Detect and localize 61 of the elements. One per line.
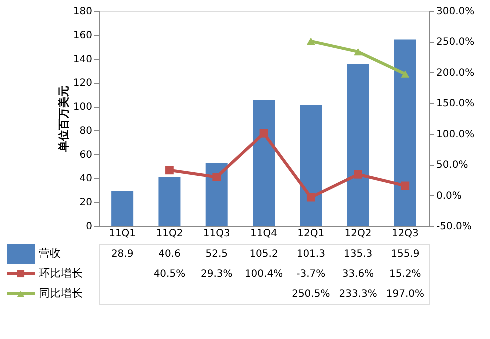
point [354,48,362,56]
bar [394,40,416,226]
x-tick-label: 12Q2 [344,228,372,240]
y-axis-title: 单位百万美元 [57,86,70,153]
data-label: 40.6 [158,249,181,260]
y2-tick-label: 300.0% [436,6,475,18]
point [306,38,316,46]
y2-tick-label: 200.0% [436,68,475,79]
x-tick-label: 12Q1 [298,228,325,240]
data-label: 233.3% [339,289,378,300]
y-tick-label: 160 [73,30,92,42]
data-label: 33.6% [342,269,374,280]
data-label: 197.0% [386,289,424,300]
y2-tick-label: 50.0% [436,160,468,172]
data-label: 28.9 [111,249,134,260]
x-tick-label: 11Q3 [203,228,230,240]
y2-tick-label: 100.0% [436,129,475,140]
data-label: 15.2% [390,269,422,280]
bar [253,100,275,226]
y-tick-label: 80 [80,126,92,137]
x-tick-label: 11Q2 [156,228,184,240]
point [212,173,222,182]
legend-label: 环比增长 [39,267,83,280]
y2-tick-label: 0.0% [436,190,462,202]
data-label: 29.3% [200,269,233,280]
data-label: 40.5% [154,269,186,280]
y-tick-label: 120 [73,78,92,90]
y-tick-label: 100 [73,102,92,114]
point [260,129,268,138]
y-tick-label: 0 [86,222,92,232]
x-tick-label: 11Q4 [250,228,278,240]
legend-label: 同比增长 [39,287,83,300]
y-tick-label: 20 [80,198,92,209]
y2-tick-label: -50.0% [436,222,472,232]
data-label: -3.7% [296,269,326,280]
legend-label: 营收 [39,247,61,260]
data-label: 52.5 [206,249,228,260]
data-label: 250.5% [292,289,330,300]
bar [112,191,134,226]
x-tick-label: 11Q1 [109,228,136,240]
data-label: 155.9 [391,249,420,260]
bar [206,163,228,226]
y-tick-label: 180 [73,6,92,18]
point [401,182,410,190]
point [306,193,316,202]
point [166,166,174,175]
y-tick-label: 40 [80,174,92,185]
x-tick-label: 12Q3 [392,228,419,240]
point [354,170,362,179]
data-label: 101.3 [296,249,326,260]
bar [158,178,181,226]
data-label: 105.2 [250,249,278,260]
bar [347,64,370,226]
data-label: 135.3 [344,249,373,260]
y2-tick-label: 250.0% [436,37,475,48]
point [401,70,410,78]
data-label: 100.4% [244,269,284,280]
y2-tick-label: 150.0% [436,98,475,110]
y-tick-label: 140 [73,54,92,66]
y-tick-label: 60 [80,150,92,161]
bar [300,105,322,226]
